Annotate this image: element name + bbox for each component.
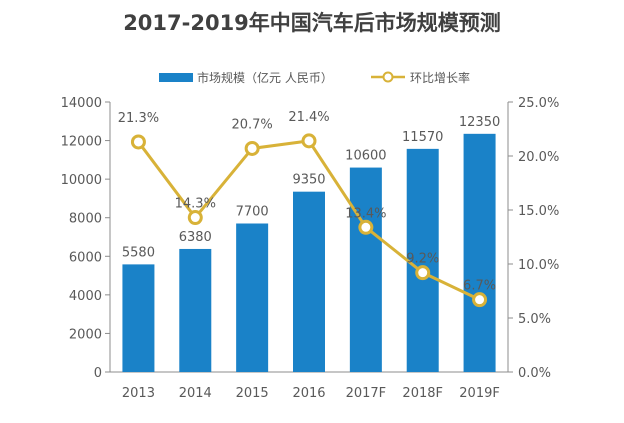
left-tick-label: 0 xyxy=(94,366,102,381)
growth-rate-label: 21.3% xyxy=(118,111,159,126)
growth-rate-marker xyxy=(187,210,203,226)
legend-line-label: 环比增长率 xyxy=(410,70,470,85)
legend-bar-label: 市场规模（亿元 人民币） xyxy=(197,70,333,85)
right-tick-label: 25.0% xyxy=(518,96,559,111)
bar xyxy=(463,133,496,372)
right-tick-label: 0.0% xyxy=(518,366,551,381)
line-layer xyxy=(130,133,488,308)
bar-value-label: 9350 xyxy=(292,173,325,188)
bar-value-label: 11570 xyxy=(402,130,443,145)
x-tick-label: 2018F xyxy=(402,386,443,401)
x-tick-label: 2016 xyxy=(292,386,325,401)
legend-line-marker xyxy=(382,71,394,83)
x-tick-label: 2017F xyxy=(346,386,387,401)
x-tick-label: 2013 xyxy=(122,386,155,401)
line-labels-layer: 21.3% 14.3% 20.7% 21.4% 13.4% 9.2% 6.7% xyxy=(118,110,496,294)
growth-rate-marker xyxy=(415,265,431,281)
bars-layer xyxy=(122,133,496,372)
growth-rate-label: 20.7% xyxy=(231,117,272,132)
bar-value-label: 5580 xyxy=(122,245,155,260)
bar xyxy=(122,264,155,372)
left-tick-label: 10000 xyxy=(61,173,102,188)
left-tick-label: 12000 xyxy=(61,135,102,150)
axes: 0 2000 4000 6000 8000 10000 12000 14000 0.0% 5.0%… xyxy=(61,96,560,401)
legend: 市场规模（亿元 人民币） 环比增长率 xyxy=(159,70,470,85)
x-tick-label: 2015 xyxy=(236,386,269,401)
growth-rate-label: 6.7% xyxy=(463,279,496,294)
bar-value-label: 12350 xyxy=(459,115,500,130)
left-tick-label: 2000 xyxy=(69,327,102,342)
left-tick-label: 8000 xyxy=(69,212,102,227)
bar xyxy=(179,248,212,372)
right-tick-label: 5.0% xyxy=(518,312,551,327)
growth-rate-marker xyxy=(358,219,374,235)
bar-labels-layer: 5580 6380 7700 9350 10600 11570 12350 xyxy=(122,115,500,261)
bar-value-label: 7700 xyxy=(236,205,269,220)
growth-rate-label: 13.4% xyxy=(345,206,386,221)
growth-rate-marker xyxy=(244,140,260,156)
bar-value-label: 6380 xyxy=(179,230,212,245)
bar xyxy=(349,167,382,372)
growth-rate-label: 14.3% xyxy=(175,197,216,212)
bar xyxy=(236,223,269,372)
growth-rate-marker xyxy=(301,133,317,149)
bar-value-label: 10600 xyxy=(345,149,386,164)
growth-rate-marker xyxy=(130,134,146,150)
growth-rate-marker xyxy=(472,292,488,308)
right-tick-label: 10.0% xyxy=(518,258,559,273)
chart-title: 2017-2019年中国汽车后市场规模预测 xyxy=(123,11,501,35)
bar xyxy=(293,191,325,372)
x-tick-label: 2014 xyxy=(179,386,212,401)
growth-rate-label: 21.4% xyxy=(288,110,329,125)
left-tick-label: 14000 xyxy=(61,96,102,111)
legend-bar-swatch xyxy=(159,73,193,82)
left-tick-label: 6000 xyxy=(69,250,102,265)
growth-rate-label: 9.2% xyxy=(406,252,439,267)
bar xyxy=(406,148,439,372)
x-tick-label: 2019F xyxy=(459,386,500,401)
right-tick-label: 20.0% xyxy=(518,150,559,165)
left-tick-label: 4000 xyxy=(69,289,102,304)
right-tick-label: 15.0% xyxy=(518,204,559,219)
